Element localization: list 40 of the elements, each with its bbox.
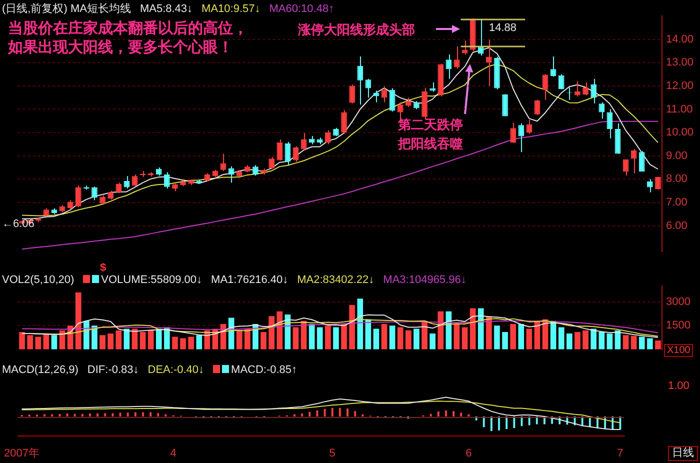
annotation: 涨停大阳线形成头部	[298, 22, 415, 39]
text: DIF:-0.83↓	[87, 364, 139, 376]
text: 日线	[668, 446, 698, 462]
y-tick-label: 1500	[666, 320, 690, 332]
legend-label: MACD:-0.85↑	[231, 364, 298, 376]
annotation: 第二天跌停	[398, 117, 463, 134]
text: DEA:-0.40↓	[148, 364, 204, 376]
annotation: 当股价在庄家成本翻番以后的高位，	[8, 19, 248, 38]
y-tick-label: 14.00	[666, 33, 694, 46]
text: $	[100, 262, 106, 274]
y-tick-label: 3000	[666, 296, 690, 308]
text: MA5:8.43↓	[140, 3, 193, 15]
y-tick-label: 11.00	[666, 103, 693, 116]
text: MA1:76216.40↓	[211, 274, 288, 286]
x-tick-label: 5	[329, 447, 336, 460]
y-tick-label: 8.00	[666, 173, 688, 186]
annotation: 把阳线吞噬	[398, 136, 463, 153]
x-tick-label: 7	[617, 447, 624, 460]
chart-title: VOL2(5,10,20)	[2, 274, 74, 286]
legend-label: VOLUME:55809.00↓	[101, 274, 202, 286]
text: 1.00	[668, 380, 690, 392]
text: X100	[664, 344, 694, 357]
x-tick-label: 2007年	[4, 447, 40, 460]
chart-title: MACD(12,26,9)	[2, 364, 78, 376]
y-tick-label: 10.00	[666, 126, 694, 139]
text: MA10:9.57↓	[202, 3, 260, 15]
y-tick-label: 6.00	[666, 220, 688, 232]
text: MA3:104965.96↓	[383, 274, 466, 286]
text: MA60:10.48↑	[269, 3, 334, 15]
x-tick-label: 4	[170, 447, 176, 460]
y-tick-label: 12.00	[666, 80, 694, 92]
y-tick-label: 13.00	[666, 56, 694, 69]
text: MA2:83402.22↓	[297, 274, 374, 286]
annotation: 14.88	[489, 22, 517, 34]
x-tick-label: 6	[466, 447, 472, 460]
annotation: ←6.06	[2, 218, 34, 230]
y-tick-label: 7.00	[666, 196, 688, 208]
annotation: 如果出现大阳线，要多长个心眼！	[8, 38, 233, 57]
chart-title: (日线,前复权) MA短长均线	[2, 3, 131, 15]
y-tick-label: 9.00	[666, 150, 688, 162]
